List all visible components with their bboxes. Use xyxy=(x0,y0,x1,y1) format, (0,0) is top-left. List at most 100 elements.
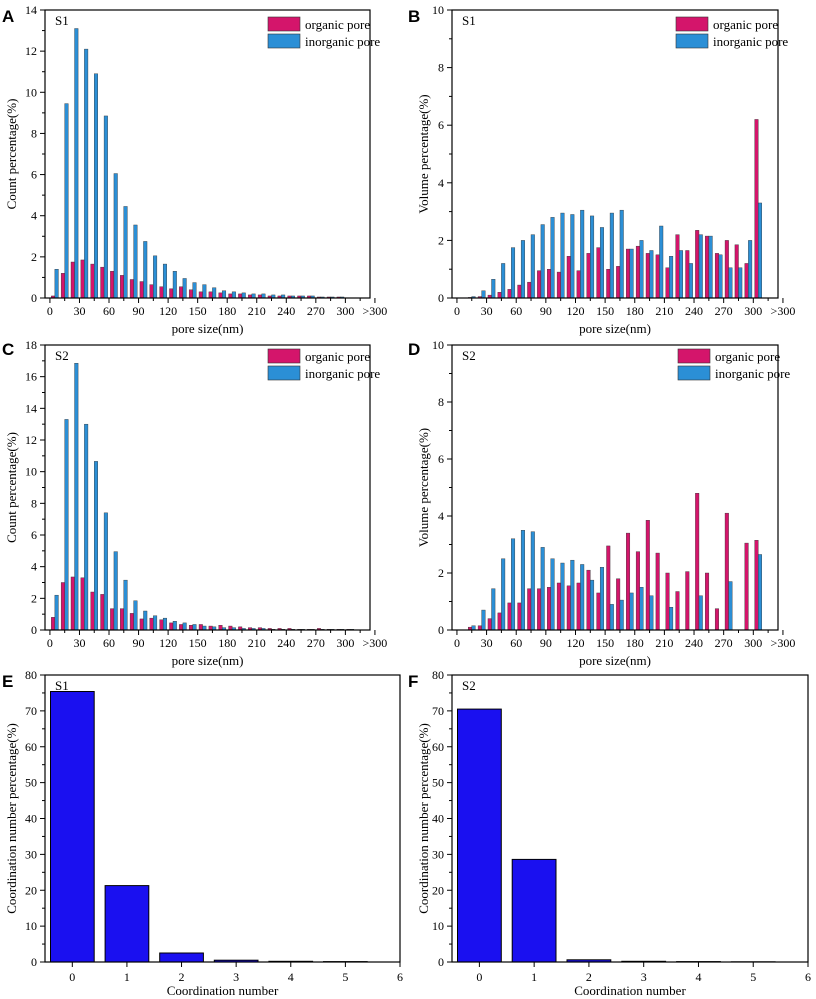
bar-organic-d-16 xyxy=(616,578,621,631)
y-axis-label: Volume percentage(%) xyxy=(416,94,431,213)
x-tick-label: 60 xyxy=(510,304,522,318)
x-tick-label: 120 xyxy=(566,304,584,318)
panel-label: F xyxy=(408,672,418,691)
bar-organic-b-9 xyxy=(547,269,551,299)
y-tick-label: 2 xyxy=(31,591,37,605)
bar-organic-a-13 xyxy=(179,286,184,299)
bar-organic-b-26 xyxy=(714,253,719,299)
bar-inorganic-b-29 xyxy=(748,240,753,299)
x-axis-label: pore size(nm) xyxy=(172,653,244,668)
bar-organic-a-11 xyxy=(159,286,164,299)
bar-organic-b-15 xyxy=(606,269,611,299)
bar-inorganic-b-8 xyxy=(540,224,545,299)
bar-organic-d-13 xyxy=(586,569,591,631)
bar-organic-d-7 xyxy=(527,588,532,631)
bar-inorganic-d-10 xyxy=(560,562,565,631)
x-tick-label: 240 xyxy=(685,304,703,318)
bar-inorganic-a-16 xyxy=(212,287,217,299)
y-tick-label: 10 xyxy=(25,919,37,933)
bar-organic-a-19 xyxy=(238,293,243,299)
y-tick-label: 80 xyxy=(25,668,37,682)
x-tick-label: 180 xyxy=(218,304,236,318)
x-axis-label: pore size(nm) xyxy=(579,321,651,336)
y-tick-label: 30 xyxy=(432,847,444,861)
bar-inorganic-a-15 xyxy=(202,284,207,299)
y-tick-label: 4 xyxy=(31,560,37,574)
x-tick-label: 150 xyxy=(596,304,614,318)
x-tick-label: 180 xyxy=(626,304,644,318)
y-tick-label: 14 xyxy=(25,3,37,17)
bar-organic-b-17 xyxy=(626,248,631,299)
bar-inorganic-b-23 xyxy=(688,263,693,299)
bar-inorganic-d-9 xyxy=(550,558,555,631)
bar-inorganic-b-28 xyxy=(738,267,743,299)
y-tick-label: 2 xyxy=(438,566,444,580)
x-tick-label: 0 xyxy=(476,970,482,984)
x-axis-label: pore size(nm) xyxy=(579,653,651,668)
bar-inorganic-b-22 xyxy=(679,250,683,299)
panel-label: A xyxy=(2,7,14,26)
bar-inorganic-d-12 xyxy=(580,564,585,631)
bar-inorganic-a-0 xyxy=(54,269,59,299)
bar-inorganic-b-9 xyxy=(550,217,555,299)
bar-inorganic-b-12 xyxy=(580,209,585,299)
y-tick-label: 6 xyxy=(31,528,37,542)
bar-inorganic-c-13 xyxy=(182,622,187,631)
bar-inorganic-d-16 xyxy=(619,599,624,631)
bar-organic-a-4 xyxy=(90,263,95,299)
y-tick-label: 6 xyxy=(438,118,444,132)
y-tick-label: 10 xyxy=(25,465,37,479)
bar-organic-b-23 xyxy=(685,250,690,299)
bar-inorganic-b-19 xyxy=(649,250,654,299)
bar-inorganic-a-14 xyxy=(192,282,197,299)
bar-organic-c-5 xyxy=(100,594,105,631)
bar-inorganic-a-6 xyxy=(113,173,118,299)
bar-inorganic-c-2 xyxy=(74,363,79,631)
y-tick-label: 50 xyxy=(25,776,37,790)
bar-inorganic-b-26 xyxy=(718,254,723,299)
bar-inorganic-d-13 xyxy=(590,579,595,631)
bar-inorganic-c-7 xyxy=(123,579,128,631)
bar-inorganic-d-14 xyxy=(599,567,604,631)
bar-organic-a-16 xyxy=(208,291,213,299)
bar-organic-a-14 xyxy=(188,289,193,299)
bar-inorganic-d-2 xyxy=(481,609,486,631)
bar-e-0 xyxy=(50,691,95,963)
bar-inorganic-a-3 xyxy=(84,48,89,299)
bar-inorganic-b-25 xyxy=(708,235,713,299)
bar-organic-c-13 xyxy=(179,624,184,631)
bar-organic-d-10 xyxy=(556,582,561,631)
bar-organic-c-1 xyxy=(60,582,65,631)
bar-organic-b-22 xyxy=(675,234,680,299)
y-tick-label: 10 xyxy=(432,338,444,352)
bar-inorganic-a-10 xyxy=(153,255,158,299)
x-tick-label: 300 xyxy=(744,304,762,318)
legend-label-organic: organic pore xyxy=(713,17,778,32)
y-tick-label: 18 xyxy=(25,338,37,352)
bar-organic-c-7 xyxy=(120,608,124,631)
x-axis-label: Coordination number xyxy=(167,983,279,998)
bar-inorganic-b-14 xyxy=(599,227,604,299)
legend-label-organic: organic pore xyxy=(305,349,370,364)
bar-organic-c-2 xyxy=(70,576,75,631)
bar-organic-d-30 xyxy=(754,540,759,631)
y-axis-label: Volume percentage(%) xyxy=(416,428,431,547)
legend-label-organic: organic pore xyxy=(305,17,370,32)
bar-inorganic-c-1 xyxy=(64,419,69,631)
y-tick-label: 8 xyxy=(438,61,444,75)
panel-b: 0 2 4 6 8 10 0 30 60 90 120 150 180 210 240 270 300 >300 p… xyxy=(408,3,795,336)
x-tick-label: 1 xyxy=(124,970,130,984)
legend-label-inorganic: inorganic pore xyxy=(713,34,788,49)
bar-organic-d-26 xyxy=(714,608,719,631)
bar-organic-c-8 xyxy=(129,613,134,631)
x-tick-label: 240 xyxy=(277,304,295,318)
x-tick-label: 150 xyxy=(189,636,207,650)
x-tick-label: 1 xyxy=(531,970,537,984)
bar-organic-b-19 xyxy=(645,253,650,299)
bar-organic-c-0 xyxy=(51,617,56,631)
y-tick-label: 6 xyxy=(31,168,37,182)
sample-label: S2 xyxy=(55,348,69,363)
y-tick-label: 20 xyxy=(25,883,37,897)
bar-organic-b-7 xyxy=(527,281,532,299)
